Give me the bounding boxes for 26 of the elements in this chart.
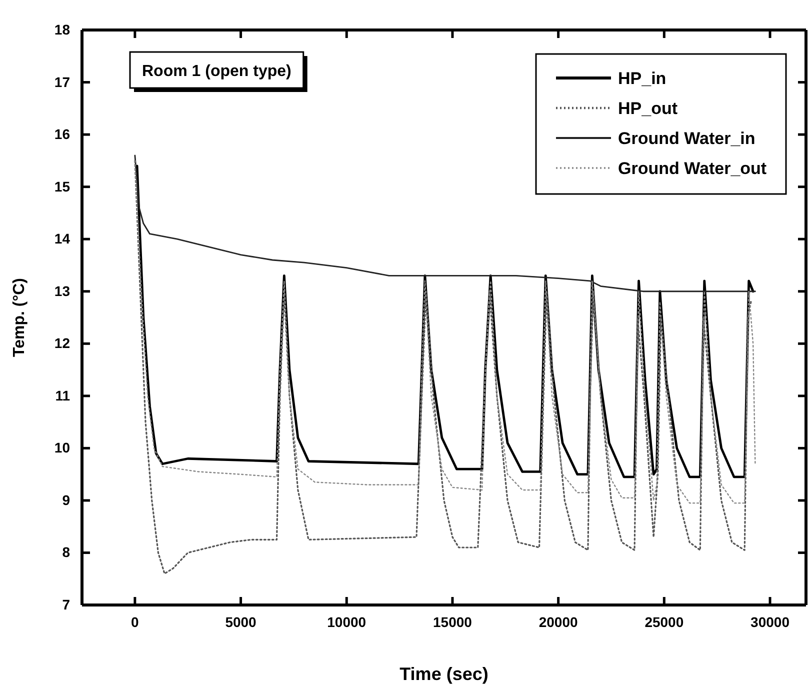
y-tick-label: 9 [62, 492, 70, 508]
y-tick-label: 10 [54, 440, 70, 456]
x-tick-label: 30000 [750, 614, 790, 630]
y-tick-label: 12 [54, 335, 70, 352]
x-tick-label: 5000 [225, 614, 257, 630]
y-tick-label: 18 [54, 21, 70, 38]
legend-label: HP_in [618, 69, 666, 88]
x-tick-label: 20000 [538, 614, 578, 630]
x-tick-label: 15000 [433, 614, 472, 630]
y-tick-label: 7 [62, 596, 70, 612]
x-axis-title: Time (sec) [400, 664, 488, 684]
y-axis-title: Temp. (°C) [11, 278, 28, 357]
y-tick-label: 8 [62, 544, 70, 560]
y-tick-label: 17 [54, 74, 70, 90]
legend-label: HP_out [618, 99, 678, 118]
x-tick-label: 25000 [644, 614, 684, 630]
y-tick-label: 11 [55, 387, 70, 404]
y-tick-label: 14 [54, 230, 70, 247]
legend-label: Ground Water_out [618, 159, 767, 178]
legend-label: Ground Water_in [618, 129, 756, 148]
y-tick-label: 16 [54, 126, 70, 142]
annotation: Room 1 (open type) [142, 63, 292, 80]
y-tick-label: 15 [54, 178, 70, 194]
x-tick-label: 10000 [327, 614, 366, 630]
y-tick-label: 13 [54, 282, 70, 299]
x-tick-label: 0 [131, 614, 140, 630]
